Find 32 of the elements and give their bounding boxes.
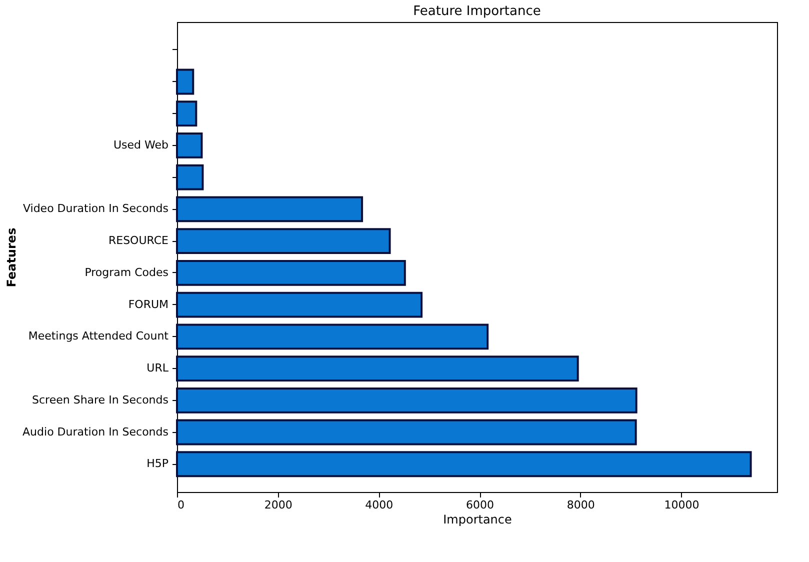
y-tick-label: URL (146, 362, 170, 375)
y-tick-label: Used Web (113, 138, 169, 152)
x-tick-label: 10000 (664, 498, 700, 512)
y-tick-label: Screen Share In Seconds (32, 393, 169, 406)
x-tick-label: 8000 (566, 498, 595, 512)
bar (176, 387, 638, 414)
bar (176, 228, 391, 254)
bar (176, 164, 204, 190)
x-axis-title: Importance (443, 512, 512, 526)
bar (176, 419, 637, 446)
bar (176, 68, 194, 95)
bar (176, 260, 406, 286)
bar (176, 196, 364, 222)
x-tick-label: 6000 (466, 498, 494, 512)
y-tick-label: Meetings Attended Count (28, 330, 170, 343)
x-tick-label: 4000 (365, 498, 394, 512)
bar (176, 324, 489, 350)
x-tick-label: 0 (178, 498, 184, 512)
x-tick-label: 2000 (264, 498, 292, 512)
bar (176, 356, 579, 382)
bar (176, 100, 198, 127)
y-tick-label: H5P (146, 457, 169, 470)
y-tick-label: Program Codes (84, 266, 169, 279)
chart-title: Feature Importance (413, 4, 541, 19)
bar (176, 132, 203, 158)
y-tick-label: RESOURCE (108, 234, 169, 248)
y-axis-title: Features (4, 228, 19, 288)
bar (176, 292, 423, 318)
y-tick-label: Audio Duration In Seconds (22, 425, 169, 438)
y-tick-label: FORUM (128, 298, 168, 311)
bar (176, 451, 752, 478)
y-tick-label: Video Duration In Seconds (22, 202, 169, 216)
